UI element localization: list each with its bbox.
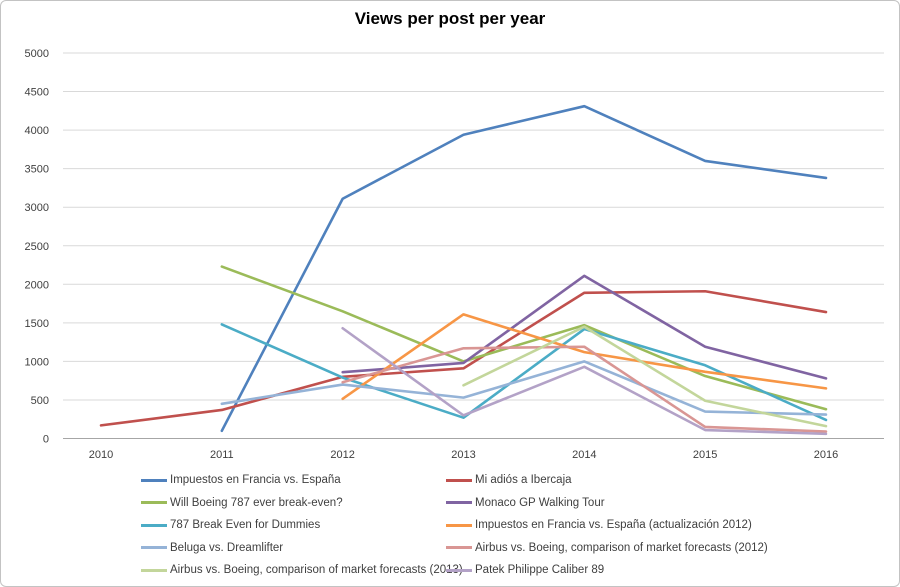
legend-item: Beluga vs. Dreamlifter	[141, 542, 446, 554]
y-axis-tick-label: 2000	[25, 279, 49, 291]
series-line	[341, 313, 828, 401]
legend-line-swatch	[141, 478, 167, 482]
y-axis-tick-label: 4500	[25, 87, 49, 99]
x-axis-tick-label: 2016	[814, 449, 838, 461]
legend-item: Patek Philippe Caliber 89	[446, 564, 768, 576]
series-line	[341, 345, 828, 433]
legend-label: Mi adiós a Ibercaja	[475, 474, 572, 487]
series-line	[462, 325, 828, 428]
y-axis-tick-label: 3500	[25, 164, 49, 176]
series-line	[99, 289, 828, 427]
legend-line-swatch	[141, 546, 167, 550]
x-axis-tick-label: 2013	[451, 449, 475, 461]
legend-label: Monaco GP Walking Tour	[475, 496, 605, 509]
legend-line-swatch	[141, 568, 167, 572]
legend-item: Airbus vs. Boeing, comparison of market …	[446, 542, 768, 554]
series-line	[220, 265, 828, 411]
y-axis-tick-label: 2500	[25, 241, 49, 253]
y-axis-tick-label: 1500	[25, 318, 49, 330]
chart-legend: Impuestos en Francia vs. España Mi adiós …	[141, 469, 768, 582]
legend-item: Impuestos en Francia vs. España	[141, 474, 446, 486]
y-axis-tick-label: 3000	[25, 202, 49, 214]
series-line	[341, 274, 828, 380]
y-axis-tick-label: 1000	[25, 356, 49, 368]
legend-label: Beluga vs. Dreamlifter	[170, 541, 284, 554]
legend-line-swatch	[141, 523, 167, 527]
x-axis-tick-label: 2012	[330, 449, 354, 461]
legend-item: 787 Break Even for Dummies	[141, 519, 446, 531]
legend-item: Monaco GP Walking Tour	[446, 497, 768, 509]
x-axis-tick-label: 2011	[210, 449, 234, 461]
legend-line-swatch	[446, 501, 472, 505]
legend-line-swatch	[446, 568, 472, 572]
x-axis-tick-label: 2014	[572, 449, 596, 461]
legend-label: Will Boeing 787 ever break-even?	[170, 496, 343, 509]
legend-item: Will Boeing 787 ever break-even?	[141, 497, 446, 509]
series-line	[220, 323, 828, 422]
legend-line-swatch	[446, 546, 472, 550]
x-axis-tick-label: 2015	[693, 449, 717, 461]
legend-item: Mi adiós a Ibercaja	[446, 474, 768, 486]
legend-label: Airbus vs. Boeing, comparison of market …	[475, 541, 768, 554]
line-chart-plot-area: 0 500 1000 1500 2000 2500 3000 3500 4000 4500 5000…	[25, 48, 884, 461]
legend-line-swatch	[446, 523, 472, 527]
series-line	[220, 360, 828, 416]
legend-label: Impuestos en Francia vs. España	[170, 474, 341, 487]
y-axis-tick-label: 500	[31, 395, 49, 407]
legend-item: Airbus vs. Boeing, comparison of market …	[141, 564, 463, 576]
series-line	[220, 104, 828, 433]
y-axis-tick-label: 0	[43, 434, 49, 446]
legend-line-swatch	[141, 501, 167, 505]
legend-label: Airbus vs. Boeing, comparison of market …	[170, 564, 463, 577]
legend-label: Impuestos en Francia vs. España (actuali…	[475, 519, 752, 532]
legend-label: Patek Philippe Caliber 89	[475, 564, 605, 577]
legend-line-swatch	[446, 478, 472, 482]
chart-title: Views per post per year	[354, 9, 546, 28]
y-axis-tick-label: 5000	[25, 48, 49, 60]
x-axis-tick-label: 2010	[89, 449, 113, 461]
legend-label: 787 Break Even for Dummies	[170, 519, 321, 532]
legend-item: Impuestos en Francia vs. España (actuali…	[446, 519, 768, 531]
series-line	[341, 326, 828, 436]
y-axis-tick-label: 4000	[25, 125, 49, 137]
